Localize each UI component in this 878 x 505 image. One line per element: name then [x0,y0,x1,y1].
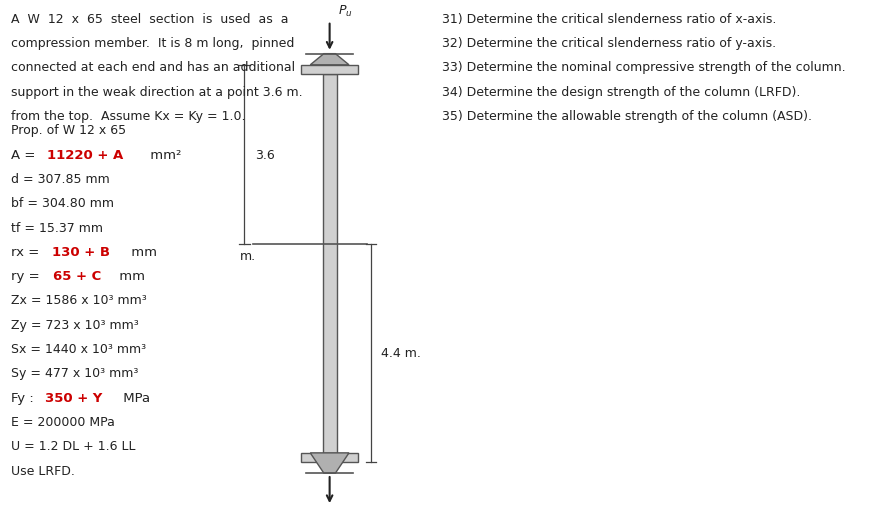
Text: U = 1.2 DL + 1.6 LL: U = 1.2 DL + 1.6 LL [11,439,135,452]
Text: mm: mm [127,245,157,259]
Text: connected at each end and has an additional: connected at each end and has an additio… [11,61,294,74]
Text: Zy = 723 x 10³ mm³: Zy = 723 x 10³ mm³ [11,318,138,331]
Text: Prop. of W 12 x 65: Prop. of W 12 x 65 [11,124,126,137]
Text: Zx = 1586 x 10³ mm³: Zx = 1586 x 10³ mm³ [11,294,146,307]
Text: Use LRFD.: Use LRFD. [11,464,75,477]
Text: 65 + C: 65 + C [53,270,101,283]
Text: 32) Determine the critical slenderness ratio of y-axis.: 32) Determine the critical slenderness r… [442,37,775,50]
Text: $P_u$: $P_u$ [338,4,353,19]
Text: support in the weak direction at a point 3.6 m.: support in the weak direction at a point… [11,85,302,98]
Text: mm: mm [115,270,145,283]
Bar [301,66,357,75]
Text: Fy :: Fy : [11,391,38,404]
Text: from the top.  Assume Kx = Ky = 1.0.: from the top. Assume Kx = Ky = 1.0. [11,110,245,123]
Text: bf = 304.80 mm: bf = 304.80 mm [11,197,113,210]
Text: 35) Determine the allowable strength of the column (ASD).: 35) Determine the allowable strength of … [442,110,811,123]
Text: 33) Determine the nominal compressive strength of the column.: 33) Determine the nominal compressive st… [442,61,845,74]
Text: compression member.  It is 8 m long,  pinned: compression member. It is 8 m long, pinn… [11,37,293,50]
Text: Sx = 1440 x 10³ mm³: Sx = 1440 x 10³ mm³ [11,342,146,356]
Bar [301,453,357,462]
Polygon shape [310,453,349,473]
Text: 4.4 m.: 4.4 m. [381,346,421,360]
Text: 350 + Y: 350 + Y [46,391,103,404]
Text: MPa: MPa [119,391,150,404]
Text: 3.6: 3.6 [255,148,274,161]
Polygon shape [310,55,349,66]
Text: d = 307.85 mm: d = 307.85 mm [11,173,109,186]
Text: 11220 + A: 11220 + A [47,148,124,162]
Text: 31) Determine the critical slenderness ratio of x-axis.: 31) Determine the critical slenderness r… [442,13,775,26]
Bar [322,75,336,453]
Text: ry =: ry = [11,270,43,283]
Text: A =: A = [11,148,40,162]
Text: A  W  12  x  65  steel  section  is  used  as  a: A W 12 x 65 steel section is used as a [11,13,288,26]
Text: rx =: rx = [11,245,43,259]
Text: tf = 15.37 mm: tf = 15.37 mm [11,221,103,234]
Text: 130 + B: 130 + B [53,245,111,259]
Text: E = 200000 MPa: E = 200000 MPa [11,415,114,428]
Text: mm²: mm² [146,148,181,162]
Text: 34) Determine the design strength of the column (LRFD).: 34) Determine the design strength of the… [442,85,800,98]
Text: m.: m. [240,249,255,262]
Text: Sy = 477 x 10³ mm³: Sy = 477 x 10³ mm³ [11,367,138,380]
